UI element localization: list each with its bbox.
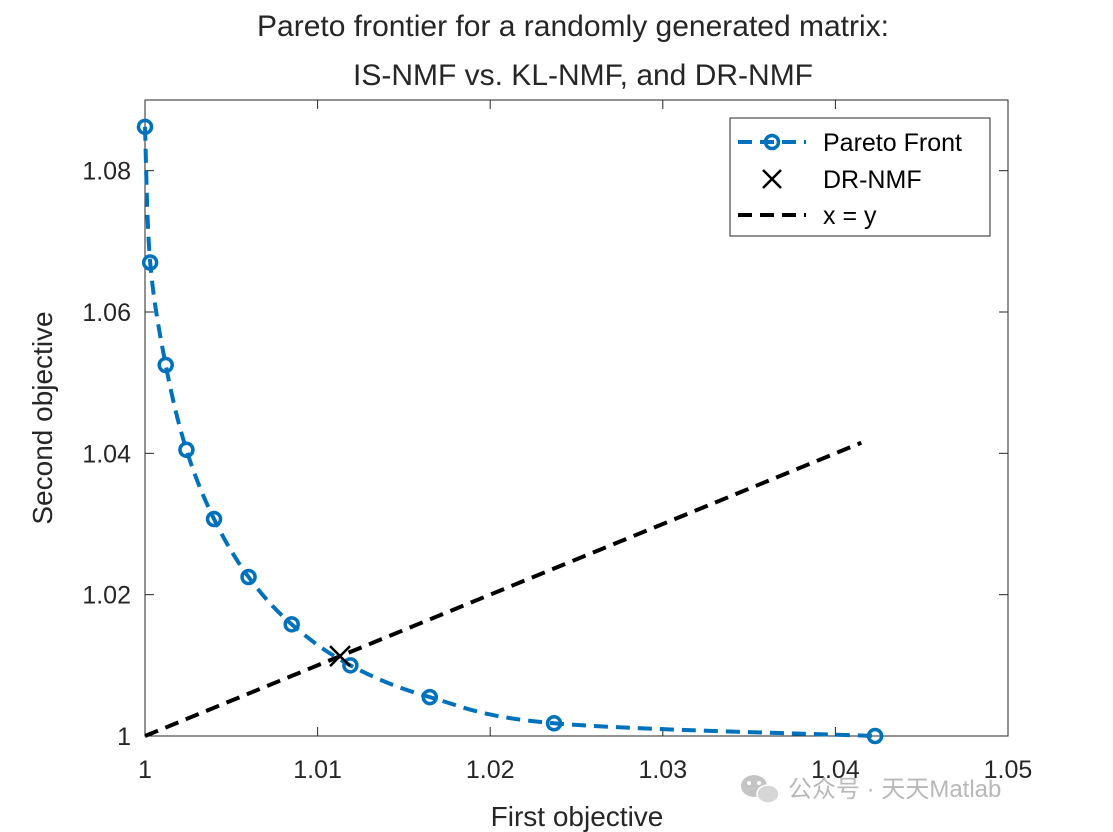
x-tick-label: 1.05	[984, 756, 1033, 784]
y-tick-label: 1	[117, 723, 131, 751]
chart-title-line-2: IS-NMF vs. KL-NMF, and DR-NMF	[353, 59, 813, 92]
pareto-front-point	[240, 568, 257, 586]
x-tick-label: 1	[138, 756, 152, 784]
pareto-front-point	[421, 688, 439, 706]
pareto-front-point	[136, 118, 154, 136]
legend-label-x-equals-y: x = y	[823, 202, 877, 230]
series-pareto-front-line	[143, 126, 876, 738]
y-tick-label: 1.08	[82, 158, 131, 186]
dr-nmf-point	[329, 645, 351, 668]
y-tick-label: 1.02	[82, 582, 131, 610]
legend: Pareto Front DR-NMF x = y	[729, 117, 991, 237]
watermark-text: 公众号 · 天天Matlab	[788, 776, 1001, 803]
x-axis-ticks: 1 1.01 1.02 1.03 1.04 1.05	[138, 100, 1032, 784]
pareto-front-point	[866, 727, 884, 745]
pareto-front-point	[283, 616, 300, 633]
y-axis-ticks: 1 1.02 1.04 1.06 1.08	[82, 158, 1008, 751]
series-x-equals-y-line	[144, 440, 863, 738]
legend-label-dr-nmf: DR-NMF	[823, 166, 922, 194]
x-tick-label: 1.02	[466, 756, 515, 784]
plot-area-box	[144, 99, 1009, 737]
pareto-front-point	[205, 510, 223, 528]
watermark: 公众号 · 天天Matlab	[741, 775, 1001, 804]
x-tick-label: 1.04	[811, 756, 860, 784]
x-axis-label: First objective	[491, 801, 664, 832]
chart-title-line-1: Pareto frontier for a randomly generated…	[257, 10, 889, 43]
wechat-icon	[741, 775, 780, 804]
pareto-front-point	[342, 657, 359, 674]
y-axis-label: Second objective	[27, 311, 58, 524]
pareto-front-point	[178, 441, 195, 459]
legend-pareto-marker	[763, 133, 781, 151]
x-tick-label: 1.03	[638, 756, 687, 784]
y-tick-label: 1.04	[82, 440, 131, 468]
pareto-front-point	[157, 356, 174, 374]
pareto-front-point	[141, 254, 159, 271]
y-tick-label: 1.06	[82, 299, 131, 327]
legend-dr-nmf-marker	[762, 169, 782, 189]
x-tick-label: 1.01	[293, 756, 342, 784]
legend-label-pareto-front: Pareto Front	[823, 129, 962, 157]
series-layer	[136, 118, 884, 745]
pareto-front-point	[545, 715, 563, 732]
